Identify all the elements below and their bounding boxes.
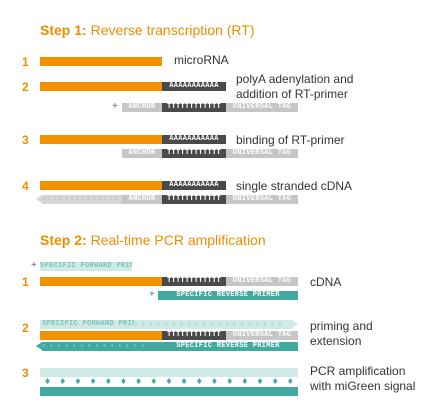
step2-row1-forward-primer: SPECIFIC FORWARD PRIMER — [40, 262, 132, 271]
step2-row2-forward-ticks: ›››››››››››››››››››› — [134, 320, 286, 329]
step1-row2-polyt: TTTTTTTTTTTT — [162, 103, 226, 112]
step2-row1-number: 1 — [22, 275, 29, 289]
step2-row3-signal-marks: ♦♦♦♦♦♦♦♦♦♦♦♦♦♦♦♦♦♦ — [44, 378, 298, 386]
step2-row1-cdna-strand — [40, 277, 162, 286]
step2-row2-reverse-extension: ‹‹‹‹‹‹‹‹‹‹‹‹‹‹ SPECIFIC REVERSE PRIMER — [42, 342, 298, 351]
step1-row4-universal-tag: UNIVERSAL TAG — [226, 195, 298, 204]
step2-row2-reverse-primer: SPECIFIC REVERSE PRIMER — [176, 342, 280, 350]
step2-row2-forward-primer: SPECIFIC FORWARD PRIMER — [40, 320, 134, 329]
step2-row2-universal-tag: UNIVERSAL TAG — [226, 331, 298, 340]
step2-row1-desc: cDNA — [310, 275, 342, 289]
step1-row1-number: 1 — [22, 55, 29, 69]
step2-prefix: Step 2: — [40, 232, 87, 248]
step1-row4-desc: single stranded cDNA — [236, 179, 353, 193]
step1-row4-cdna-strand: ‹‹‹‹‹‹‹‹‹‹‹‹‹‹ — [42, 195, 122, 204]
step1-label: Reverse transcription (RT) — [90, 22, 255, 38]
step1-row2-desc: polyA adenylation and addition of RT-pri… — [236, 72, 354, 101]
step1-row1-microrna-strand — [40, 57, 162, 66]
step1-row3-anchor: ANCHOR — [122, 149, 162, 158]
step1-row3-desc: binding of RT-primer — [236, 133, 345, 147]
step2-row1-plus-forward: + — [31, 260, 37, 271]
step2-label: Real-time PCR amplification — [90, 232, 266, 248]
step2-row2-cdna-strand — [40, 331, 162, 340]
cdna-arrowhead-icon — [36, 195, 42, 203]
step2-row2-reverse-ticks: ‹‹‹‹‹‹‹‹‹‹‹‹‹‹ — [42, 342, 149, 351]
step1-row4-number: 4 — [22, 179, 29, 193]
step1-row2-anchor: ANCHOR — [122, 103, 162, 112]
step1-row2-universal-tag: UNIVERSAL TAG — [226, 103, 298, 112]
step1-row2-microrna-strand — [40, 82, 162, 91]
reverse-arrowhead-icon — [36, 342, 42, 350]
step2-row1-plus-reverse: + — [149, 289, 155, 300]
step1-row3-microrna-strand — [40, 135, 162, 144]
step2-row3-top-strand — [40, 368, 298, 377]
step1-row3-polyt: TTTTTTTTTTTT — [162, 149, 226, 158]
step1-row3-number: 3 — [22, 133, 29, 147]
step1-title: Step 1: Reverse transcription (RT) — [40, 22, 254, 38]
step1-row4-polyt: TTTTTTTTTTTT — [162, 195, 226, 204]
step2-row2-number: 2 — [22, 321, 29, 335]
step1-row4-cdna-ticks: ‹‹‹‹‹‹‹‹‹‹‹‹‹‹ — [42, 195, 121, 204]
step2-row3-number: 3 — [22, 366, 29, 380]
step1-row4-polya-tail: AAAAAAAAAAA — [162, 181, 226, 190]
step2-row1-reverse-primer: SPECIFIC REVERSE PRIMER — [158, 291, 298, 300]
step1-row4-anchor: ANCHOR — [122, 195, 162, 204]
step1-row1-desc: microRNA — [174, 53, 229, 67]
forward-arrowhead-icon — [292, 320, 298, 328]
step2-row3-bottom-strand — [40, 387, 298, 396]
step1-prefix: Step 1: — [40, 22, 87, 38]
step1-row2-number: 2 — [22, 80, 29, 94]
step1-row3-polya-tail: AAAAAAAAAAA — [162, 135, 226, 144]
step2-title: Step 2: Real-time PCR amplification — [40, 232, 266, 248]
step1-row2-polya-tail: AAAAAAAAAAA — [162, 82, 226, 91]
step1-row2-plus: + — [112, 101, 118, 112]
step2-row2-desc: priming and extension — [310, 319, 373, 348]
step2-row2-forward-extension: SPECIFIC FORWARD PRIMER — [40, 320, 292, 329]
step2-row2-polyt: TTTTTTTTTTTT — [162, 331, 226, 340]
step2-row1-polyt: TTTTTTTTTTTT — [162, 277, 226, 286]
step2-row3-desc: PCR amplification with miGreen signal — [310, 364, 416, 393]
step2-row1-universal-tag: UNIVERSAL TAG — [226, 277, 298, 286]
step1-row4-microrna-strand — [40, 181, 162, 190]
step1-row3-universal-tag: UNIVERSAL TAG — [226, 149, 298, 158]
